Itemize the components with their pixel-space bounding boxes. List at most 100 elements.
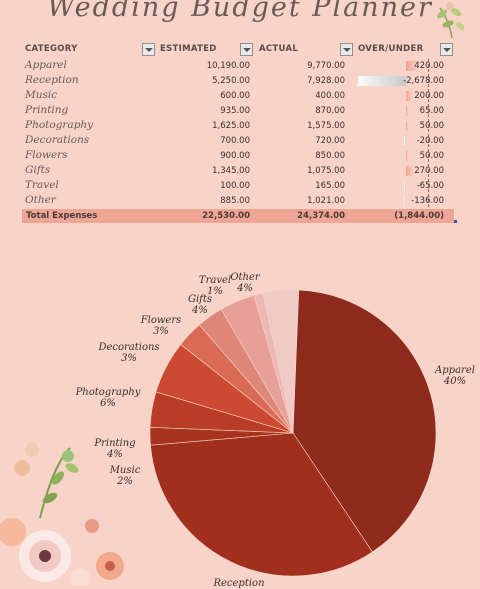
- pie-label-name: Travel: [198, 275, 232, 286]
- estimated-cell: 900.00: [220, 151, 250, 161]
- over-under-data-bar: [406, 151, 408, 161]
- actual-cell: 9,770.00: [307, 61, 345, 71]
- page-title: Wedding Budget Planner: [47, 0, 433, 23]
- pie-slice-reception: [150, 432, 373, 577]
- flower-decoration-icon: [0, 443, 124, 585]
- header-actual: ACTUAL: [259, 44, 299, 54]
- pie-label-name: Flowers: [140, 315, 182, 326]
- category-cell: Gifts: [25, 164, 51, 176]
- category-cell: Apparel: [25, 59, 67, 71]
- table-row: Music 600.00 400.00 200.00: [22, 89, 456, 104]
- over-under-cell: -2,678.00: [403, 76, 444, 86]
- actual-filter-button[interactable]: [340, 43, 353, 56]
- pie-label-percent: 4%: [237, 283, 253, 294]
- over-under-data-bar: [403, 196, 406, 206]
- total-label: Total Expenses: [26, 211, 98, 221]
- total-over-under: (1,844.00): [394, 211, 444, 221]
- actual-cell: 1,021.00: [307, 196, 345, 206]
- over-under-filter-button[interactable]: [440, 43, 453, 56]
- pie-label-name: Music: [109, 465, 141, 476]
- pie-label-percent: 4%: [192, 305, 208, 316]
- total-row: Total Expenses 22,530.00 24,374.00 (1,84…: [22, 209, 457, 223]
- pie-label-percent: 2%: [117, 476, 133, 487]
- estimated-cell: 5,250.00: [212, 76, 250, 86]
- pie-label-decorations: Decorations 3%: [89, 342, 169, 364]
- header-estimated: ESTIMATED: [160, 44, 217, 54]
- header-over-under: OVER/UNDER: [358, 44, 424, 54]
- actual-cell: 1,575.00: [307, 121, 345, 131]
- table-row: Reception 5,250.00 7,928.00 -2,678.00: [22, 74, 456, 89]
- category-cell: Travel: [25, 179, 59, 191]
- table-header: CATEGORY ESTIMATED ACTUAL OVER/UNDER: [22, 43, 456, 59]
- pie-svg: [149, 289, 437, 577]
- table-row: Apparel 10,190.00 9,770.00 420.00: [22, 59, 456, 74]
- pie-label-photography: Photography 6%: [68, 387, 148, 409]
- over-under-data-bar: [406, 61, 418, 71]
- estimated-cell: 935.00: [220, 106, 250, 116]
- category-cell: Other: [25, 194, 56, 206]
- pie-label-name: Apparel: [435, 365, 475, 376]
- category-cell: Flowers: [25, 149, 68, 161]
- actual-cell: 720.00: [315, 136, 345, 146]
- table-row: Printing 935.00 870.00 65.00: [22, 104, 456, 119]
- category-filter-button[interactable]: [142, 43, 155, 56]
- over-under-cell: 50.00: [419, 121, 444, 131]
- over-under-cell: -20.00: [416, 136, 444, 146]
- over-under-data-bar: [404, 136, 406, 146]
- estimated-cell: 10,190.00: [206, 61, 250, 71]
- pie-label-apparel: Apparel 40%: [415, 365, 480, 387]
- pie-label-percent: 1%: [207, 286, 223, 297]
- pie-label-name: Photography: [75, 387, 141, 398]
- category-cell: Music: [25, 89, 58, 101]
- pie-label-travel: Travel 1%: [175, 275, 255, 297]
- actual-cell: 850.00: [315, 151, 345, 161]
- pie-label-percent: 3%: [153, 326, 169, 337]
- pie-slice-other: [262, 289, 300, 434]
- over-under-cell: -65.00: [416, 181, 444, 191]
- table-row: Other 885.00 1,021.00 -136.00: [22, 194, 456, 209]
- actual-cell: 1,075.00: [307, 166, 345, 176]
- pie-label-reception: Reception: [213, 578, 265, 589]
- table-row: Travel 100.00 165.00 -65.00: [22, 179, 456, 194]
- estimated-cell: 885.00: [220, 196, 250, 206]
- over-under-data-bar: [406, 166, 414, 176]
- pie-label-percent: 3%: [121, 353, 137, 364]
- pie-label-name: Printing: [94, 438, 136, 449]
- actual-cell: 165.00: [315, 181, 345, 191]
- category-cell: Decorations: [25, 134, 90, 146]
- over-under-data-bar: [404, 181, 406, 191]
- category-cell: Reception: [25, 74, 79, 86]
- over-under-cell: 65.00: [419, 106, 444, 116]
- actual-cell: 7,928.00: [307, 76, 345, 86]
- pie-label-flowers: Flowers 3%: [121, 315, 201, 337]
- pie-label-music: Music 2%: [85, 465, 165, 487]
- pie-label-other: Other 4%: [205, 272, 285, 294]
- pie-label-name: Decorations: [98, 342, 160, 353]
- over-under-cell: -136.00: [411, 196, 444, 206]
- pie-label-percent: 4%: [107, 449, 123, 460]
- estimated-cell: 700.00: [220, 136, 250, 146]
- estimated-filter-button[interactable]: [240, 43, 253, 56]
- category-cell: Photography: [25, 119, 94, 131]
- over-under-data-bar: [406, 121, 408, 131]
- total-actual: 24,374.00: [297, 211, 345, 221]
- table-row: Photography 1,625.00 1,575.00 50.00: [22, 119, 456, 134]
- estimated-cell: 1,345.00: [212, 166, 250, 176]
- table-row: Decorations 700.00 720.00 -20.00: [22, 134, 456, 149]
- category-cell: Printing: [25, 104, 69, 116]
- pie-label-printing: Printing 4%: [75, 438, 155, 460]
- over-under-data-bar: [358, 76, 406, 86]
- pie-label-name: Gifts: [187, 294, 213, 305]
- header-category: CATEGORY: [25, 44, 78, 54]
- over-under-cell: 420.00: [414, 61, 444, 71]
- total-estimated: 22,530.00: [202, 211, 250, 221]
- estimated-cell: 600.00: [220, 91, 250, 101]
- expense-pie-chart: Apparel 40% Music 2% Printing 4% Photography 6%…: [0, 250, 480, 589]
- leaf-decoration-icon: [437, 2, 465, 39]
- table-row: Gifts 1,345.00 1,075.00 270.00: [22, 164, 456, 179]
- pie-label-percent: 40%: [443, 376, 467, 387]
- pie-label-gifts: Gifts 4%: [160, 294, 240, 316]
- data-bar-axis: [428, 59, 429, 207]
- over-under-data-bar: [406, 91, 412, 101]
- cell-resize-handle[interactable]: [454, 220, 457, 223]
